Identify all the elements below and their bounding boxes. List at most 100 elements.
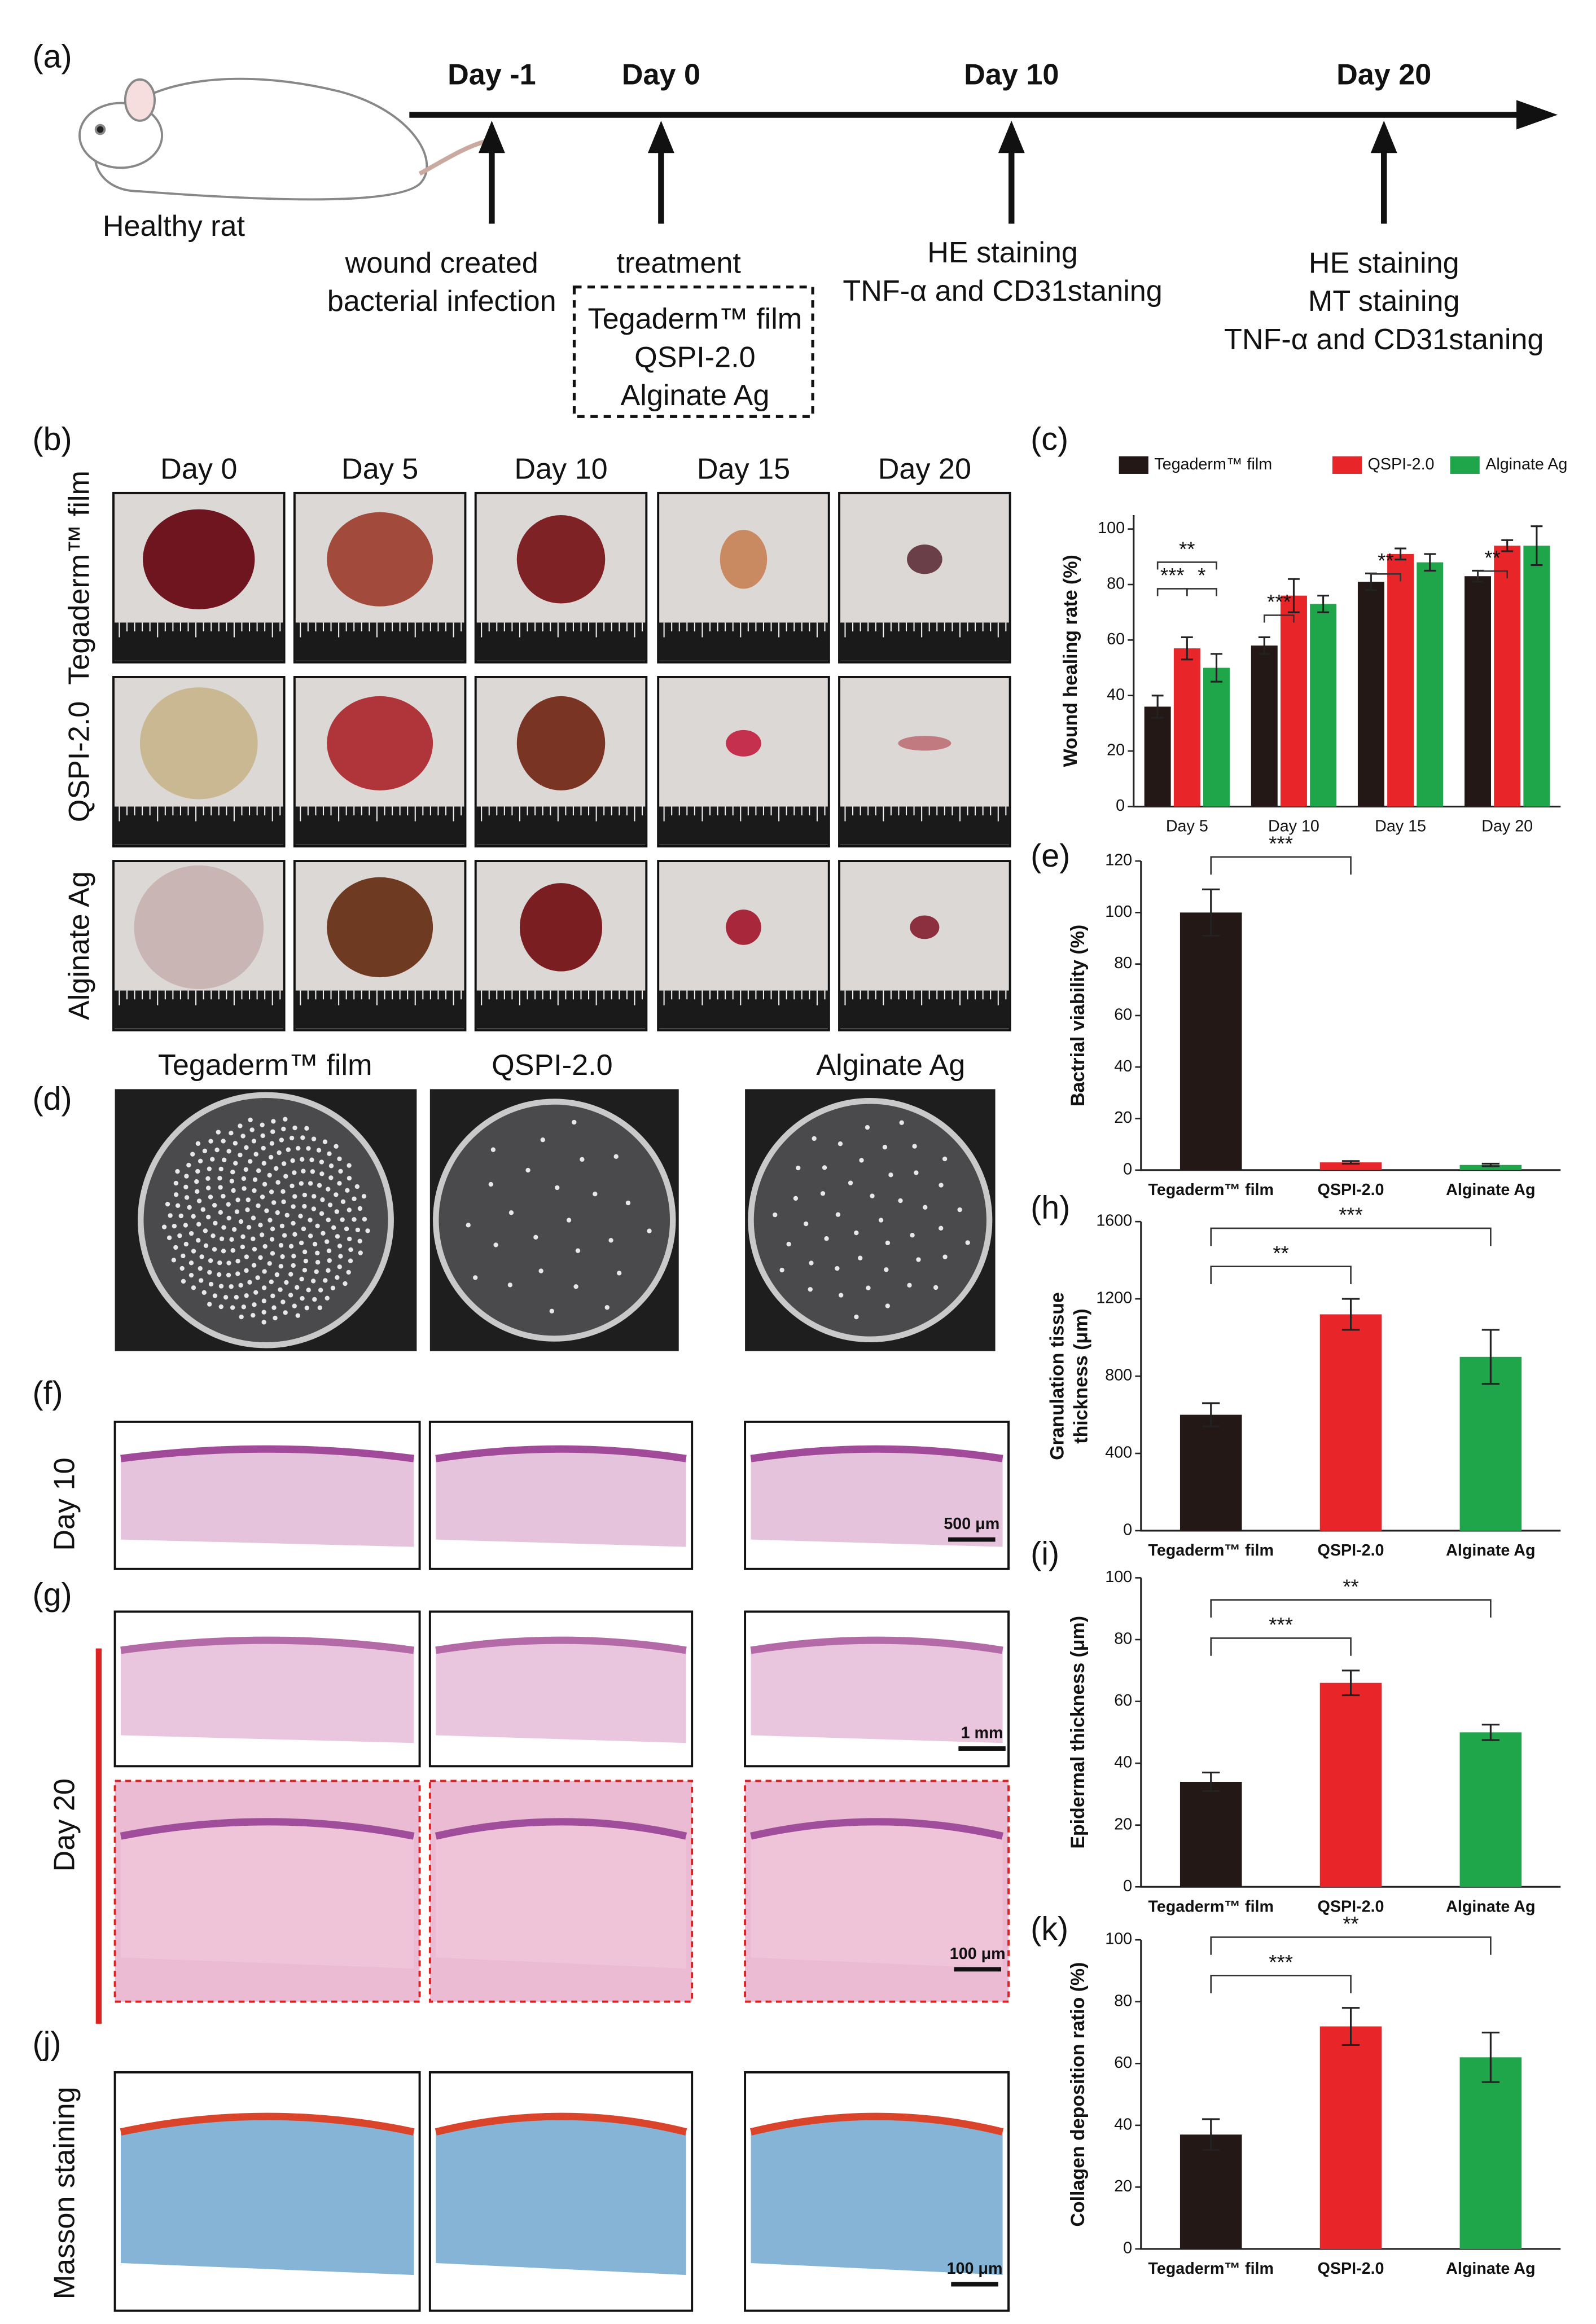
colony: [175, 1203, 181, 1208]
colony: [207, 1166, 212, 1171]
significance-label: ***: [1269, 832, 1293, 855]
colony: [295, 1285, 300, 1290]
y-tick-label: 40: [1114, 2115, 1132, 2133]
colony: [279, 1223, 285, 1229]
colony: [208, 1194, 213, 1200]
colony: [326, 1248, 332, 1254]
colony: [245, 1207, 250, 1212]
colony: [346, 1269, 351, 1275]
colony: [326, 1268, 331, 1273]
colony: [328, 1163, 334, 1168]
colony: [302, 1268, 308, 1273]
colony: [187, 1205, 192, 1210]
colony: [300, 1157, 305, 1162]
y-tick-label: 100: [1105, 1568, 1132, 1586]
colony: [207, 1269, 212, 1275]
bar: [1387, 553, 1414, 807]
colony: [580, 1157, 585, 1162]
colony: [965, 1240, 970, 1245]
event-text: HE staining: [927, 236, 1078, 269]
significance-label: *: [1198, 564, 1205, 587]
colony: [226, 1202, 231, 1207]
colony: [270, 1251, 275, 1256]
subject-label: Healthy rat: [103, 210, 245, 243]
colony: [870, 1193, 875, 1198]
colony: [473, 1275, 478, 1280]
colony: [319, 1171, 325, 1176]
ruler: [113, 806, 284, 845]
colony: [196, 1198, 202, 1203]
colony: [207, 1302, 212, 1307]
colony: [273, 1315, 278, 1321]
x-tick-label: Alginate Ag: [1446, 1897, 1535, 1916]
colony: [292, 1303, 297, 1308]
tissue: [436, 2116, 686, 2275]
significance-bracket: [1156, 561, 1217, 570]
wound: [143, 509, 255, 609]
colony: [212, 1247, 217, 1252]
colony: [173, 1192, 179, 1197]
colony: [260, 1122, 265, 1127]
colony: [907, 1282, 912, 1288]
legend-label: Tegaderm™ film: [1154, 455, 1272, 473]
y-tick-label: 800: [1105, 1367, 1132, 1385]
bar: [1459, 2057, 1522, 2249]
y-tick-label: 0: [1123, 1521, 1132, 1539]
colony: [269, 1189, 274, 1194]
colony: [899, 1120, 904, 1125]
colony: [279, 1137, 284, 1143]
colony: [292, 1194, 297, 1199]
y-tick-label: 40: [1114, 1754, 1132, 1772]
colony: [466, 1223, 471, 1228]
bar: [1280, 595, 1307, 807]
colony: [280, 1189, 286, 1194]
y-tick-label: 40: [1114, 1057, 1132, 1075]
colony: [347, 1236, 352, 1242]
epidermis: [120, 1445, 414, 1462]
event-text: treatment: [617, 247, 742, 279]
colony: [202, 1148, 208, 1154]
colony: [233, 1161, 238, 1166]
y-tick-label: 80: [1114, 954, 1132, 972]
colony: [231, 1227, 237, 1232]
colony: [882, 1145, 888, 1150]
ruler: [294, 990, 466, 1029]
colony: [319, 1159, 325, 1165]
colony: [179, 1266, 185, 1271]
colony: [223, 1295, 229, 1300]
colony: [331, 1225, 336, 1230]
colony: [256, 1168, 261, 1174]
wound: [134, 865, 264, 989]
x-tick-label: Day 10: [1268, 818, 1319, 836]
bar: [1465, 576, 1492, 807]
colony: [264, 1208, 269, 1214]
colony: [298, 1214, 303, 1219]
event-text: TNF-α and CD31staning: [843, 275, 1162, 307]
x-tick-label: Alginate Ag: [1446, 1181, 1535, 1199]
column-header: Day 10: [514, 453, 607, 486]
colony: [281, 1199, 286, 1205]
colony: [337, 1264, 342, 1269]
colony: [249, 1127, 255, 1132]
colony: [241, 1176, 247, 1181]
colony: [312, 1194, 317, 1199]
colony: [251, 1263, 257, 1268]
colony: [219, 1236, 225, 1241]
colony: [318, 1288, 323, 1293]
colony: [326, 1187, 331, 1192]
colony: [260, 1194, 265, 1200]
colony: [253, 1290, 258, 1295]
colony: [229, 1284, 234, 1289]
bar: [1459, 1165, 1522, 1170]
x-tick-label: Tegaderm™ film: [1148, 1897, 1274, 1916]
colony: [525, 1167, 530, 1173]
colony: [195, 1189, 200, 1194]
colony: [357, 1238, 362, 1244]
colony: [604, 1305, 610, 1310]
colony: [248, 1159, 253, 1164]
petri-dish: [748, 1098, 993, 1343]
legend-label: Alginate Ag: [1485, 455, 1567, 473]
treatment: Alginate Ag: [620, 379, 769, 412]
colony: [280, 1254, 285, 1259]
wound: [327, 512, 433, 607]
